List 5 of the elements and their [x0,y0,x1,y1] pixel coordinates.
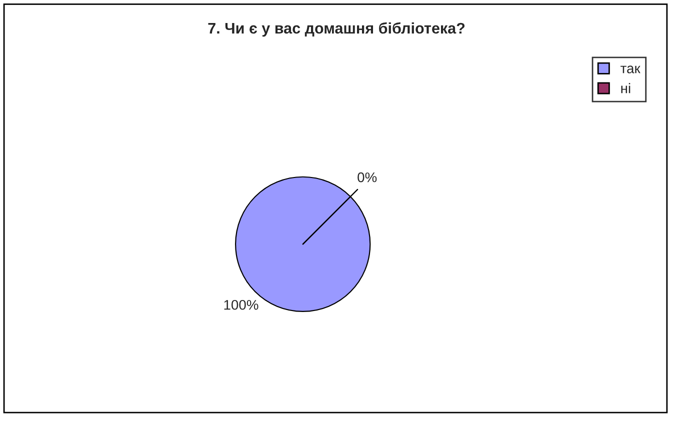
chart-title: 7. Чи є у вас домашня бібліотека? [208,22,465,37]
text: 0% [358,172,377,182]
data-label: 100% [224,300,258,310]
legend-label: так [620,66,640,74]
legend-label: ні [621,83,630,94]
